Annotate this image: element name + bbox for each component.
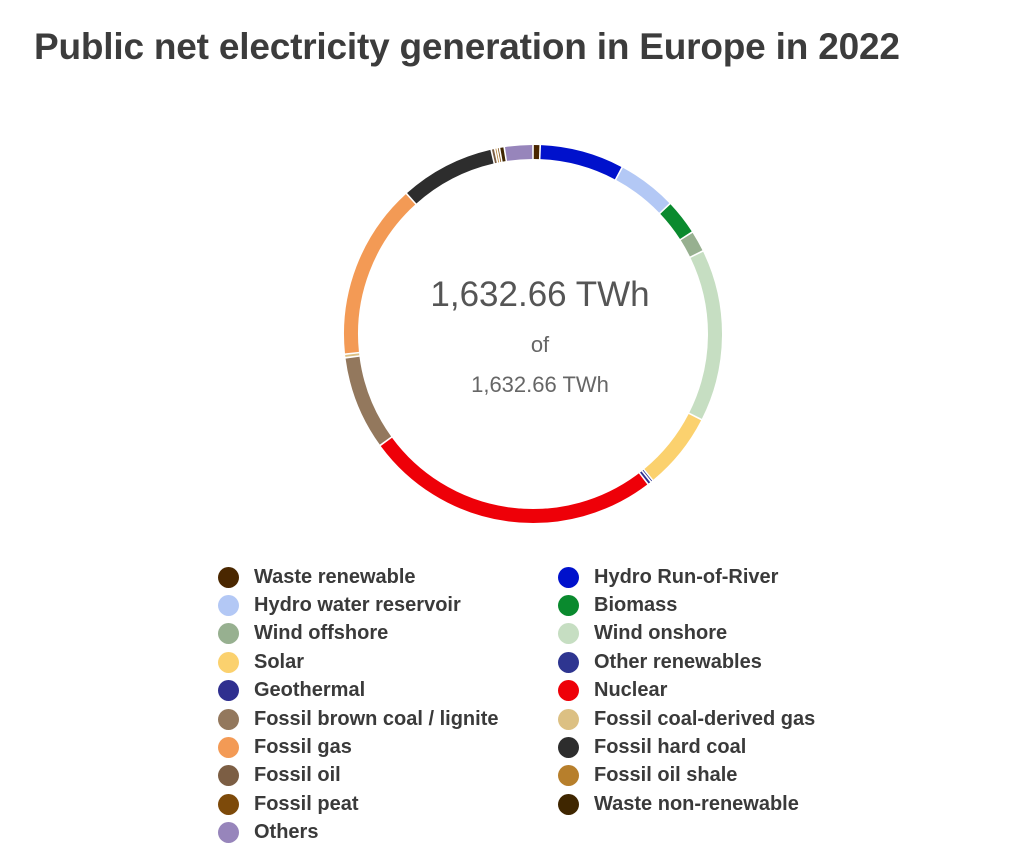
slice-hydro-water-reservoir[interactable] (616, 167, 670, 213)
slice-biomass[interactable] (660, 204, 692, 240)
slice-waste-non-renewable[interactable] (500, 147, 506, 162)
legend-item[interactable]: Nuclear (558, 677, 858, 705)
center-total: 1,632.66 TWh (471, 372, 609, 397)
slice-solar[interactable] (644, 413, 702, 480)
legend-label: Fossil gas (254, 736, 352, 759)
legend-swatch (218, 595, 239, 617)
legend-item[interactable]: Fossil oil shale (558, 762, 858, 790)
slice-geothermal[interactable] (640, 471, 651, 484)
legend-swatch (218, 708, 239, 730)
legend-label: Others (254, 821, 319, 844)
center-value: 1,632.66 TWh (430, 275, 649, 314)
legend-label: Fossil hard coal (594, 736, 747, 759)
legend-label: Solar (254, 650, 305, 673)
legend-swatch (558, 651, 579, 673)
legend-label: Fossil coal-derived gas (594, 707, 816, 730)
slice-fossil-gas[interactable] (344, 194, 416, 354)
slice-wind-onshore[interactable] (689, 251, 722, 419)
slice-hydro-run-of-river[interactable] (540, 145, 622, 180)
legend-item[interactable]: Waste renewable (218, 563, 558, 591)
legend-swatch (558, 680, 579, 702)
legend-swatch (558, 765, 579, 787)
slice-fossil-brown-coal-lignite[interactable] (345, 356, 392, 445)
legend-item[interactable]: Wind onshore (558, 620, 858, 648)
legend-swatch (218, 680, 239, 702)
legend-swatch (218, 737, 239, 759)
legend-swatch (218, 765, 239, 787)
donut-chart: 1,632.66 TWh of 1,632.66 TWh (344, 145, 722, 523)
legend-swatch (558, 595, 579, 617)
legend-label: Geothermal (254, 679, 366, 702)
legend-item[interactable]: Others (218, 819, 558, 847)
legend-item[interactable]: Biomass (558, 591, 858, 619)
chart-title: Public net electricity generation in Eur… (34, 26, 900, 67)
legend-label: Nuclear (594, 679, 668, 702)
legend-swatch (218, 822, 239, 844)
legend-label: Wind offshore (254, 622, 389, 645)
legend-item[interactable]: Wind offshore (218, 620, 558, 648)
legend-label: Wind onshore (594, 622, 728, 645)
legend-item[interactable]: Fossil brown coal / lignite (218, 705, 558, 733)
slice-nuclear[interactable] (380, 437, 648, 523)
legend-swatch (218, 793, 239, 815)
legend-swatch (558, 708, 579, 730)
legend-swatch (218, 651, 239, 673)
legend-label: Waste renewable (254, 565, 416, 588)
legend-label: Waste non-renewable (594, 792, 799, 815)
donut-slices (344, 145, 722, 523)
legend-item[interactable]: Fossil peat (218, 790, 558, 818)
legend-label: Biomass (594, 594, 678, 617)
legend-item[interactable]: Fossil coal-derived gas (558, 705, 858, 733)
legend-label: Other renewables (594, 650, 762, 673)
legend-swatch (218, 623, 239, 645)
legend-item[interactable]: Hydro water reservoir (218, 591, 558, 619)
slice-others[interactable] (504, 145, 533, 161)
legend-swatch (558, 737, 579, 759)
legend-item[interactable]: Hydro Run-of-River (558, 563, 858, 591)
legend-label: Fossil brown coal / lignite (254, 707, 499, 730)
legend-swatch (558, 623, 579, 645)
legend-swatch (218, 566, 239, 588)
legend-item[interactable]: Solar (218, 648, 558, 676)
legend-label: Hydro water reservoir (254, 594, 461, 617)
legend-swatch (558, 793, 579, 815)
legend-label: Hydro Run-of-River (594, 565, 779, 588)
legend-label: Fossil oil shale (594, 764, 738, 787)
legend: Waste renewable Hydro Run-of-River Hydro w… (218, 563, 858, 847)
legend-swatch (558, 566, 579, 588)
legend-item[interactable]: Fossil gas (218, 733, 558, 761)
legend-item[interactable]: Geothermal (218, 677, 558, 705)
slice-wind-offshore[interactable] (680, 232, 703, 257)
slice-fossil-hard-coal[interactable] (407, 149, 494, 204)
center-of-label: of (531, 332, 550, 357)
legend-item[interactable]: Waste non-renewable (558, 790, 858, 818)
legend-item[interactable]: Fossil hard coal (558, 733, 858, 761)
legend-label: Fossil oil (254, 764, 341, 787)
legend-item[interactable]: Fossil oil (218, 762, 558, 790)
legend-item[interactable]: Other renewables (558, 648, 858, 676)
legend-label: Fossil peat (254, 792, 359, 815)
